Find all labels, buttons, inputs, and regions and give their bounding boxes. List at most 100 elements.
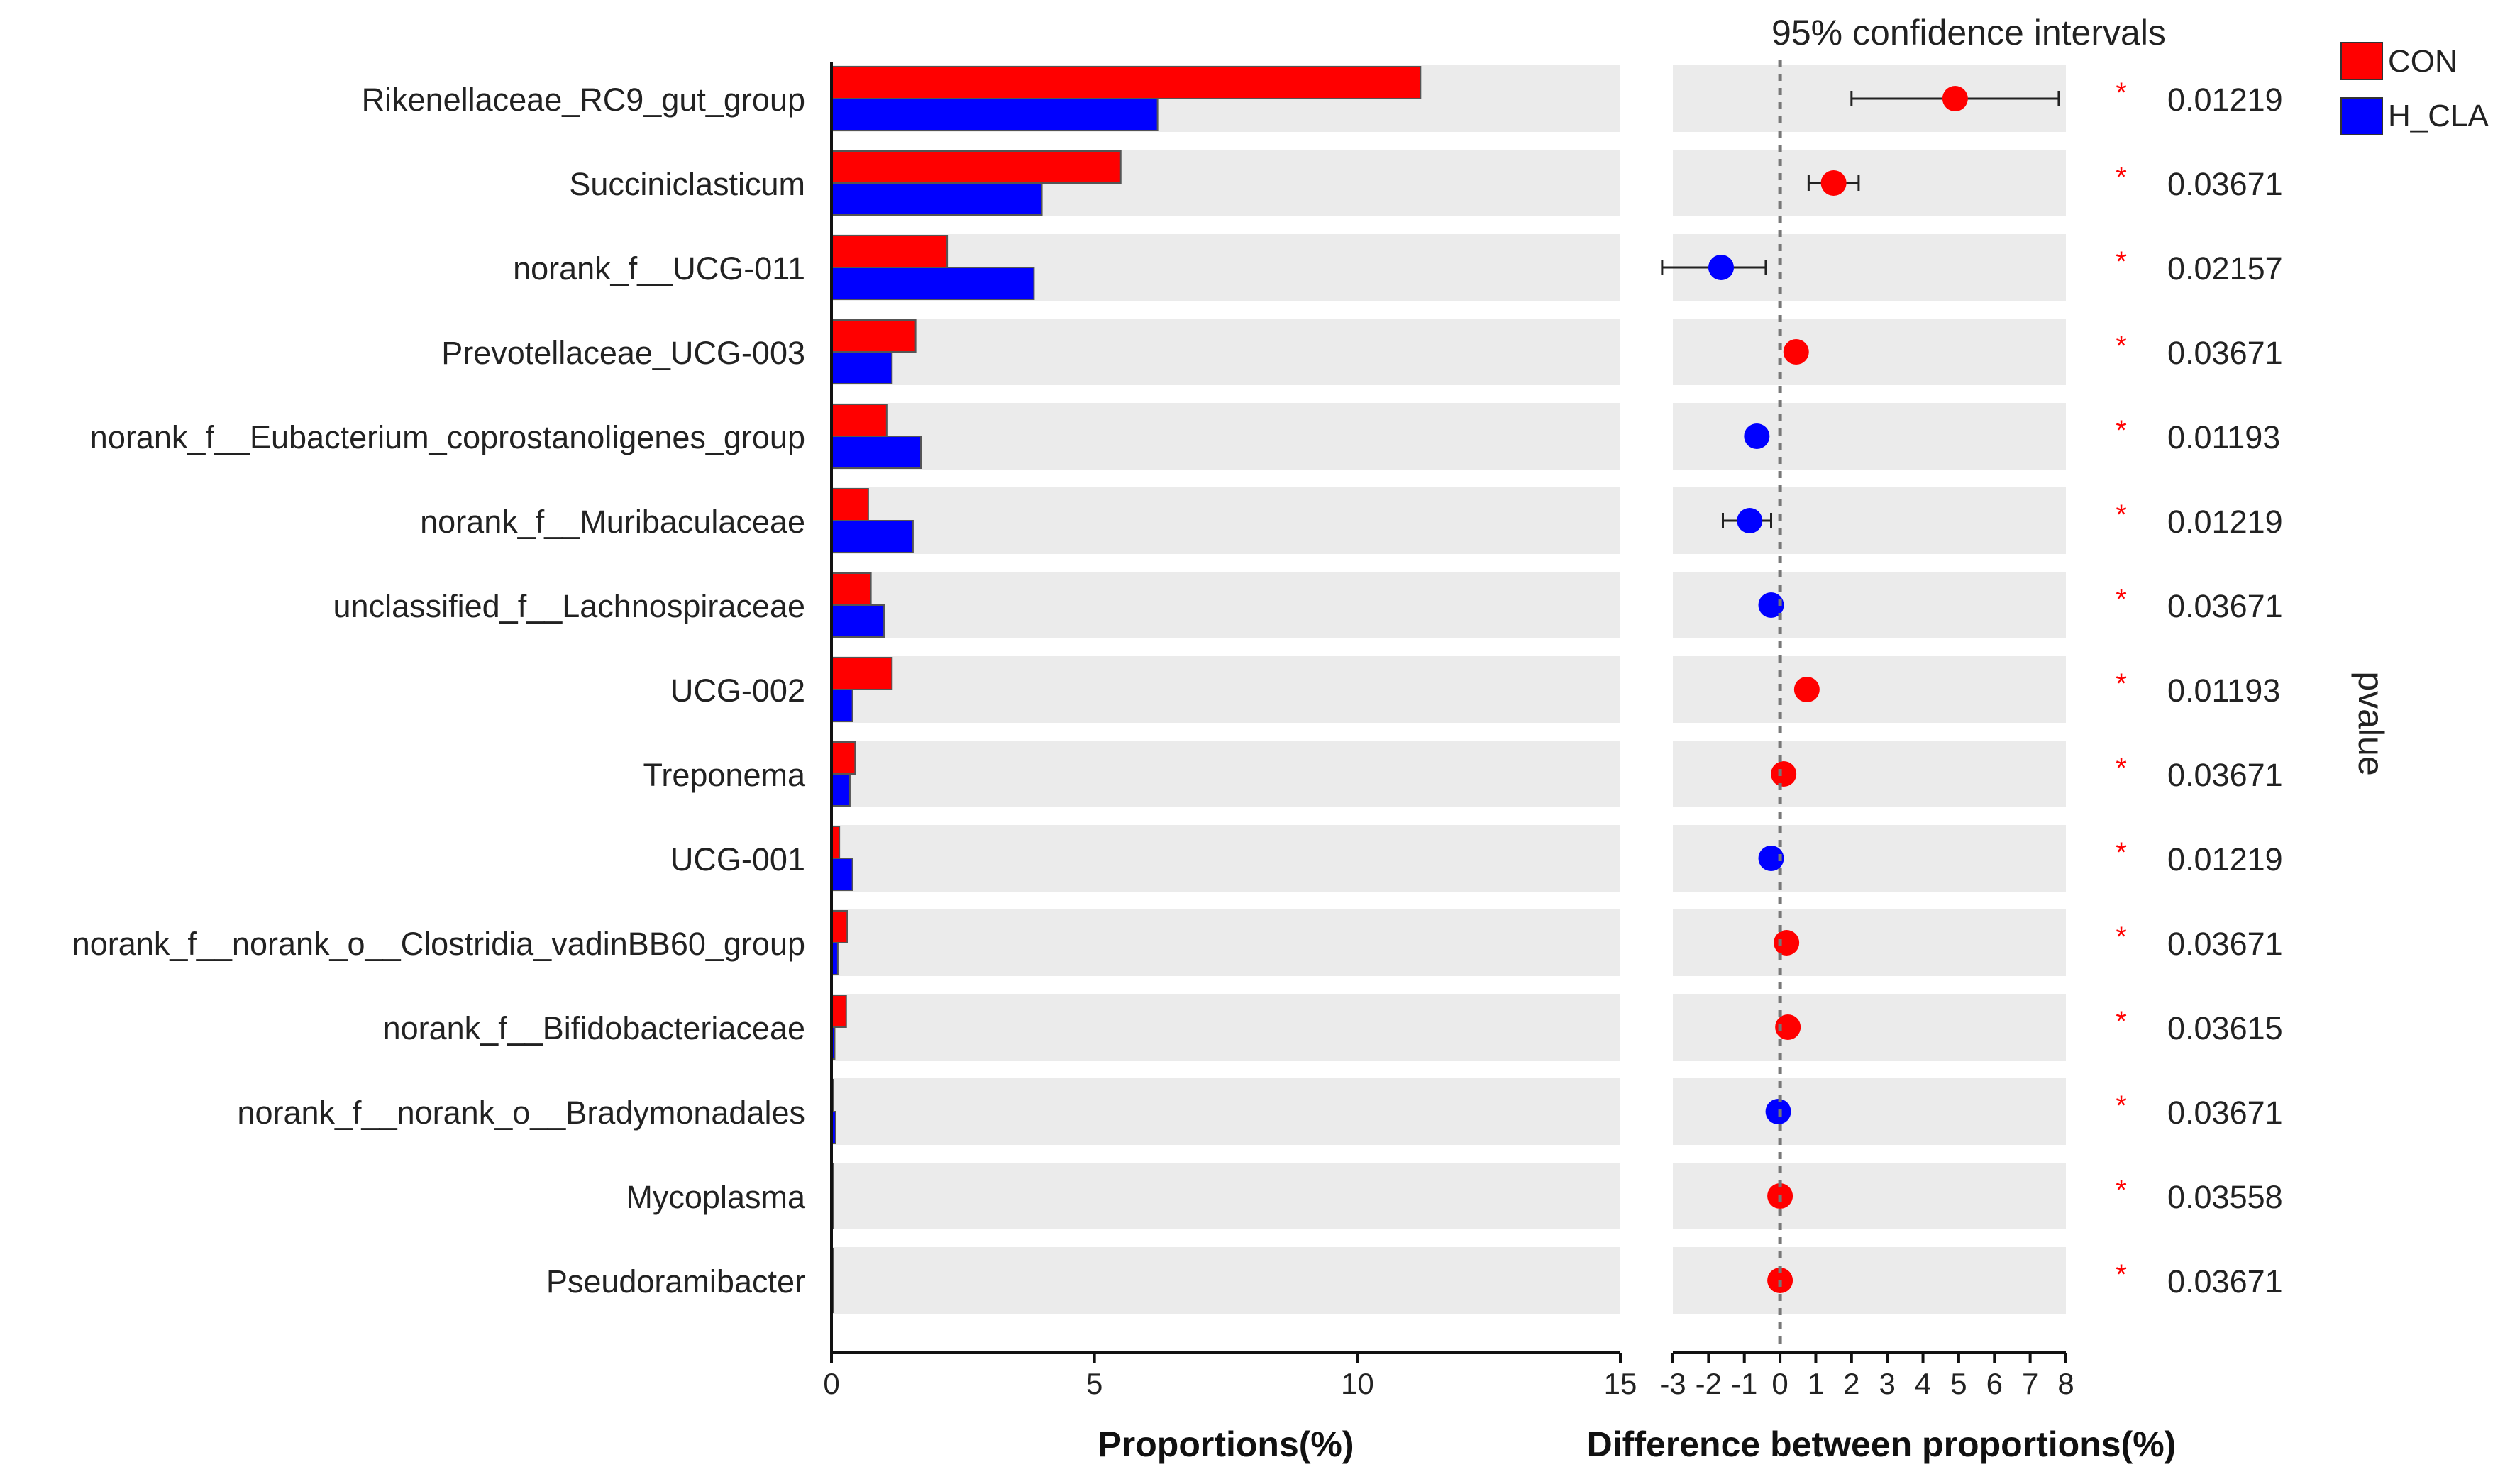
bar-hcla [831,858,853,891]
significance-star: * [2116,668,2127,699]
category-label: Pseudoramibacter [546,1263,805,1300]
significance-star: * [2116,415,2127,446]
left-row-background [831,656,1620,723]
significance-star: * [2116,331,2127,362]
pvalue-text: 0.01193 [2167,419,2280,455]
difference-point [1737,508,1763,533]
category-label: norank_f__Bifidobacteriaceae [383,1010,805,1046]
bar-con [831,741,856,775]
left-row-background [831,487,1620,554]
difference-point [1744,423,1770,449]
pvalue-text: 0.01219 [2167,504,2283,540]
right-row-background [1673,741,2066,807]
bar-con [831,235,949,268]
difference-point [1771,761,1797,787]
difference-point [1783,339,1809,365]
bar-hcla [831,351,893,384]
left-row-background [831,403,1620,470]
right-row-background [1673,825,2066,892]
difference-point [1708,255,1734,280]
left-row-background [831,825,1620,892]
pvalue-text: 0.03671 [2167,1095,2283,1131]
pvalue-label: pvalue [2351,671,2391,775]
difference-point [1774,930,1800,956]
category-label: UCG-001 [670,841,805,877]
right-row-background [1673,319,2066,385]
category-label: norank_f__norank_o__Clostridia_vadinBB60… [72,926,805,962]
significance-star: * [2116,1259,2127,1290]
pvalue-text: 0.03671 [2167,335,2283,371]
pvalue-text: 0.03615 [2167,1010,2283,1046]
category-label: UCG-002 [670,672,805,709]
difference-points [1661,86,2060,1293]
bar-con [831,995,847,1028]
right-row-background [1673,994,2066,1061]
right-x-tick-label: 3 [1879,1367,1896,1400]
bar-con [831,150,1122,184]
proportion-bars [831,66,1422,1313]
category-label: norank_f__UCG-011 [513,250,805,287]
left-row-background [831,994,1620,1061]
significance-star: * [2116,753,2127,784]
axes: 0 5 10 15 -3 -2 -1 0 1 2 3 4 5 6 7 8 [823,60,2074,1400]
bar-con [831,488,869,521]
left-x-tick-label: 5 [1086,1367,1102,1400]
left-x-tick-label: 10 [1341,1367,1374,1400]
left-row-background [831,319,1620,385]
right-x-tick-label: 7 [2022,1367,2038,1400]
bar-con [831,910,848,943]
right-row-background [1673,1078,2066,1145]
bar-con [831,572,872,606]
difference-point [1775,1014,1801,1040]
right-row-background [1673,1247,2066,1314]
right-row-background [1673,150,2066,216]
bar-hcla [831,98,1159,131]
bar-hcla [831,182,1043,216]
left-row-background [831,1078,1620,1145]
category-label: Succiniclasticum [569,166,805,202]
significance-star: * [2116,1175,2127,1206]
labels: Rikenellaceae_RC9_gut_group * 0.01219 Succi… [72,77,2283,1300]
row-backgrounds [831,65,2066,1314]
category-label: Mycoplasma [626,1179,806,1215]
category-label: norank_f__Eubacterium_coprostanoligenes_… [90,419,805,455]
category-label: unclassified_f__Lachnospiraceae [333,588,805,624]
left-row-background [831,909,1620,976]
left-row-background [831,741,1620,807]
bar-con [831,404,888,437]
right-x-tick-label: 2 [1843,1367,1859,1400]
bar-hcla [831,773,851,807]
significance-star: * [2116,584,2127,615]
right-x-tick-label: 1 [1808,1367,1824,1400]
right-row-background [1673,1163,2066,1229]
right-x-tick-label: 0 [1771,1367,1788,1400]
pvalue-text: 0.02157 [2167,250,2283,287]
bar-hcla [831,436,922,469]
legend-swatch-hcla [2340,97,2383,135]
left-x-tick-label: 15 [1604,1367,1637,1400]
bar-con [831,657,893,690]
bar-hcla [831,604,885,638]
right-x-tick-label: -2 [1696,1367,1722,1400]
bar-hcla [831,520,914,553]
legend: CON H_CLA [2340,42,2489,135]
pvalue-text: 0.03671 [2167,926,2283,962]
category-label: Treponema [643,757,806,793]
pvalue-text: 0.01219 [2167,841,2283,877]
right-x-tick-label: -3 [1659,1367,1686,1400]
difference-point [1942,86,1968,111]
right-x-tick-label: -1 [1731,1367,1757,1400]
right-x-tick-label: 4 [1915,1367,1931,1400]
bar-hcla [831,689,853,722]
category-label: norank_f__Muribaculaceae [420,504,805,540]
left-x-tick-label: 0 [823,1367,839,1400]
right-x-tick-label: 5 [1950,1367,1967,1400]
significance-star: * [2116,162,2127,193]
right-row-background [1673,909,2066,976]
right-x-tick-label: 6 [1986,1367,2003,1400]
bar-con [831,319,917,353]
pvalue-text: 0.03671 [2167,588,2283,624]
difference-point [1765,1099,1791,1124]
category-label: Rikenellaceae_RC9_gut_group [362,82,805,118]
